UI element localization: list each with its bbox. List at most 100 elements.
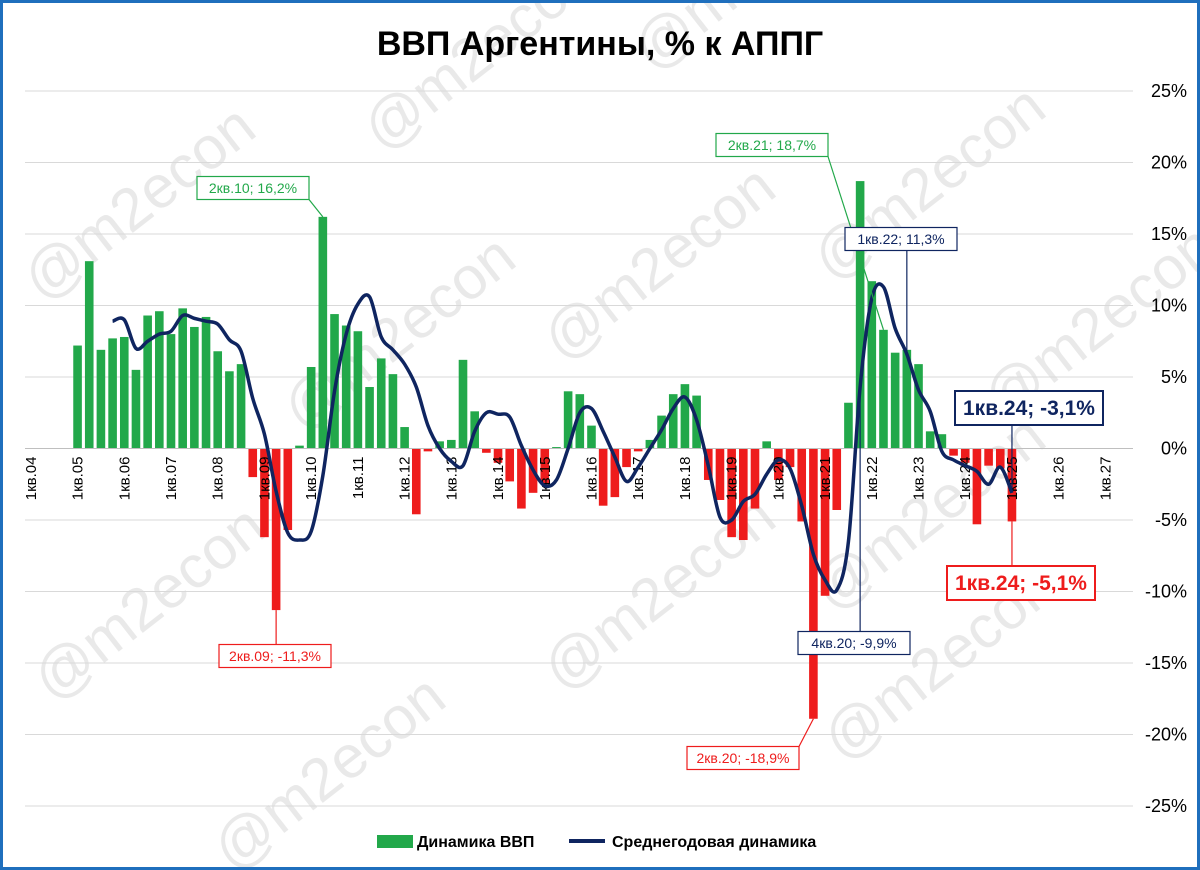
x-tick-label: 1кв.19: [724, 457, 741, 501]
bar: [610, 448, 620, 498]
bar: [260, 448, 269, 538]
bar: [155, 311, 164, 449]
bar: [166, 334, 176, 449]
x-tick-label: 1кв.12: [397, 457, 414, 501]
bar: [447, 439, 456, 449]
bar: [727, 448, 736, 538]
bar: [575, 394, 585, 449]
annotation-box: [797, 630, 911, 656]
chart-title: ВВП Аргентины, % к АППГ: [377, 25, 823, 63]
bar: [914, 364, 923, 449]
bar: [341, 325, 351, 449]
bar: [949, 448, 958, 456]
bar: [563, 391, 573, 449]
watermark-text: @m2econ: [20, 492, 277, 714]
bar: [995, 448, 1005, 469]
bar: [96, 349, 106, 449]
bar: [762, 441, 771, 449]
bar: [785, 448, 795, 468]
bar: [552, 447, 561, 449]
bar: [715, 448, 725, 500]
x-tick-label: 1кв.20: [770, 457, 787, 501]
bar: [190, 326, 199, 449]
annotation-label: 2кв.09; -11,3%: [229, 648, 321, 664]
y-tick-label: 15%: [1151, 224, 1187, 244]
x-tick-label: 1кв.21: [817, 457, 834, 501]
bar: [131, 369, 141, 449]
annotation-box: [946, 565, 1096, 601]
bar: [505, 448, 515, 482]
annotation-box: [715, 132, 829, 158]
bar: [482, 448, 491, 453]
bar: [890, 352, 900, 449]
annotation-label: 2кв.10; 16,2%: [209, 180, 297, 196]
x-tick-label: 1кв.27: [1097, 457, 1114, 501]
bar: [376, 358, 386, 449]
watermark-text: @m2econ: [530, 482, 787, 704]
annotation-leader: [798, 718, 814, 747]
bar: [84, 261, 94, 449]
annotation-box: [686, 745, 800, 771]
x-tick-label: 1кв.06: [116, 457, 133, 501]
y-axis-ticks: 25% 20% 15% 10% 5% 0% -5% -10% -15% -20% -25%: [1145, 81, 1187, 816]
bar: [493, 448, 503, 463]
bar: [633, 448, 643, 452]
bar: [201, 316, 211, 449]
bar: [225, 371, 234, 449]
bar: [423, 448, 433, 452]
bar: [318, 216, 328, 449]
average-line: [112, 282, 1014, 594]
y-tick-label: 5%: [1161, 367, 1187, 387]
x-tick-label: 1кв.18: [677, 457, 694, 501]
y-tick-label: 10%: [1151, 296, 1187, 316]
bar: [73, 345, 82, 449]
x-axis-ticks: 1кв.04 1кв.05 1кв.06 1кв.07 1кв.08 1кв.09 1кв.…: [23, 456, 1115, 500]
bar: [517, 448, 526, 509]
gdp-chart: @m2econ@m2econ@m2econ @m2econ @m2econ@m2ec…: [10, 3, 1197, 867]
bar: [680, 384, 690, 449]
x-tick-label: 1кв.14: [490, 457, 507, 501]
bar: [622, 448, 631, 468]
bar: [739, 448, 748, 541]
bar: [365, 387, 374, 449]
bar: [143, 315, 152, 449]
bar: [388, 374, 398, 449]
y-tick-label: -25%: [1145, 796, 1187, 816]
bar: [832, 448, 842, 510]
y-tick-label: 20%: [1151, 153, 1187, 173]
annotation-label: 1кв.22; 11,3%: [857, 231, 944, 247]
x-tick-label: 1кв.07: [163, 457, 180, 501]
annotation-label: 2кв.20; -18,9%: [697, 750, 790, 766]
bar: [774, 448, 783, 480]
annotations: 2кв.10; 16,2% 2кв.09; -11,3% 2кв.21; 18,7%…: [196, 132, 1104, 771]
annotation-box: [844, 226, 958, 252]
legend-line-label: Среднегодовая динамика: [612, 834, 816, 851]
bar: [236, 364, 246, 449]
y-tick-label: -20%: [1145, 725, 1187, 745]
bar: [213, 351, 223, 449]
annotation-leader: [308, 199, 324, 218]
bar: [435, 441, 444, 449]
x-tick-label: 1кв.05: [70, 457, 87, 501]
bar: [306, 366, 316, 449]
legend-bar-swatch: [377, 835, 413, 848]
legend-bar-label: Динамика ВВП: [417, 834, 534, 851]
bar: [400, 427, 409, 449]
watermark-text: @m2econ: [10, 92, 267, 314]
bar: [972, 448, 982, 525]
bar: [108, 338, 117, 449]
watermark-text: @m2econ: [800, 72, 1057, 294]
bar: [645, 439, 655, 449]
bar: [119, 336, 129, 449]
bar: [587, 425, 596, 449]
bar: [937, 434, 947, 449]
y-tick-label: 25%: [1151, 81, 1187, 101]
bar: [353, 331, 363, 449]
x-tick-label: 1кв.15: [537, 457, 554, 501]
y-tick-label: -15%: [1145, 653, 1187, 673]
bar: [902, 349, 912, 449]
bar: [797, 448, 807, 522]
bar: [458, 359, 468, 449]
x-tick-label: 1кв.23: [911, 457, 928, 501]
